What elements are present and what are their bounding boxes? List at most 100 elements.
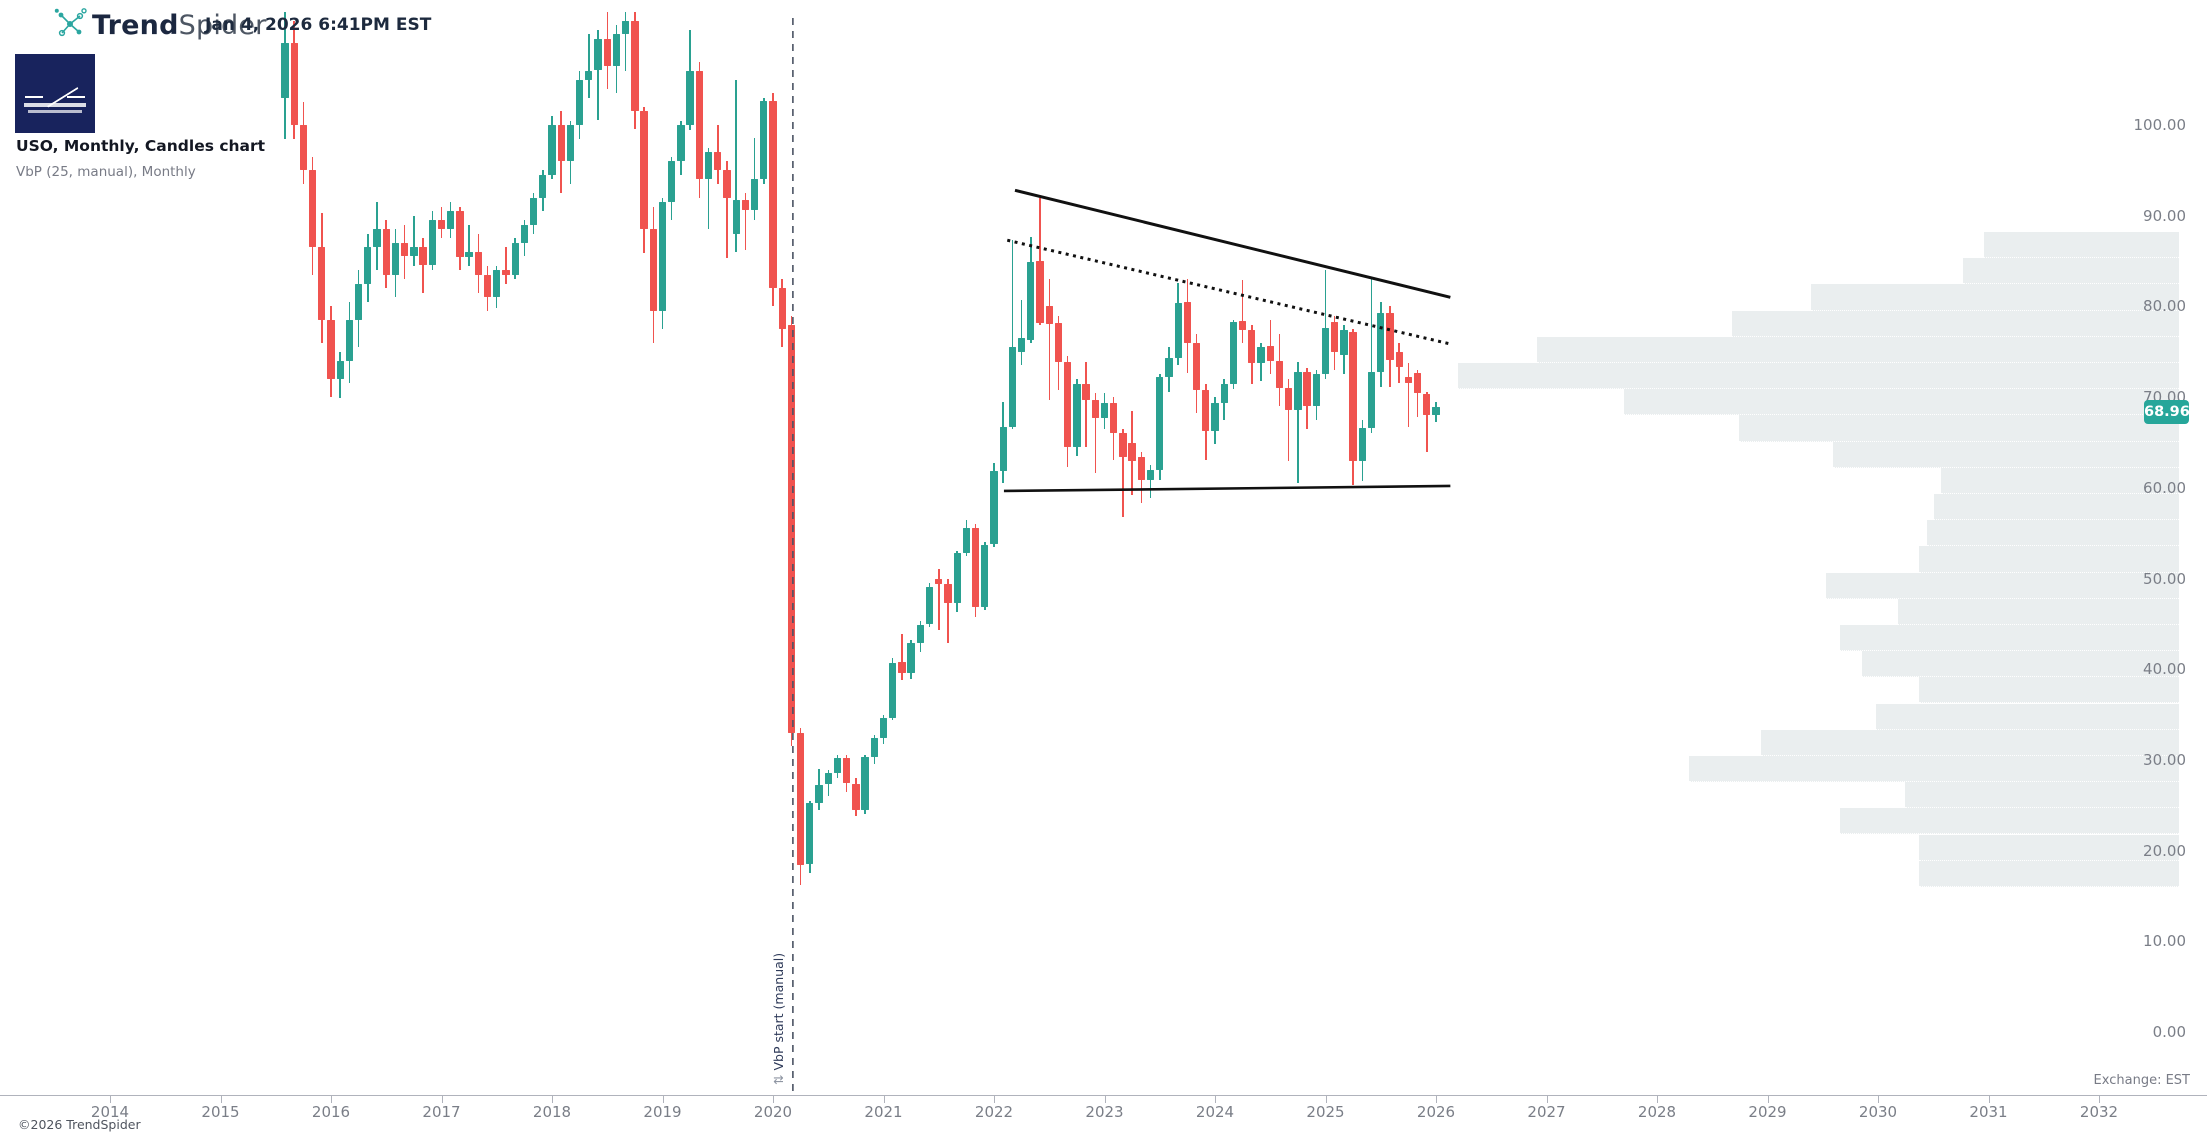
- candle[interactable]: [1027, 262, 1035, 340]
- candle[interactable]: [999, 427, 1007, 471]
- candle[interactable]: [410, 247, 418, 257]
- candle[interactable]: [1137, 457, 1145, 480]
- candle[interactable]: [1146, 469, 1155, 480]
- candle[interactable]: [843, 758, 851, 783]
- candle[interactable]: [1377, 312, 1385, 372]
- candle[interactable]: [796, 732, 805, 866]
- candle[interactable]: [1220, 384, 1228, 404]
- candle[interactable]: [373, 229, 381, 248]
- candle[interactable]: [1257, 347, 1265, 363]
- candle[interactable]: [511, 242, 519, 275]
- candle[interactable]: [612, 34, 621, 66]
- candle[interactable]: [1183, 301, 1192, 343]
- candle[interactable]: [391, 242, 400, 275]
- candle[interactable]: [640, 111, 648, 230]
- candle[interactable]: [1386, 312, 1394, 360]
- candle[interactable]: [824, 772, 832, 785]
- candle[interactable]: [981, 544, 989, 607]
- candle[interactable]: [327, 320, 335, 379]
- candle[interactable]: [778, 288, 786, 330]
- candle[interactable]: [833, 758, 842, 773]
- candle[interactable]: [944, 583, 952, 603]
- candle[interactable]: [1073, 383, 1081, 447]
- candle[interactable]: [529, 197, 538, 225]
- candle[interactable]: [336, 360, 344, 379]
- candle[interactable]: [879, 718, 888, 739]
- candle[interactable]: [1248, 330, 1256, 363]
- candle[interactable]: [1165, 358, 1173, 378]
- candle[interactable]: [649, 229, 657, 311]
- candle[interactable]: [483, 274, 492, 298]
- candle[interactable]: [916, 624, 924, 643]
- candle[interactable]: [419, 247, 427, 266]
- candle[interactable]: [935, 578, 943, 584]
- candle[interactable]: [401, 242, 409, 257]
- candle[interactable]: [732, 200, 740, 234]
- candle[interactable]: [1413, 372, 1422, 394]
- candle[interactable]: [889, 662, 897, 719]
- candle[interactable]: [704, 152, 713, 180]
- candle[interactable]: [1064, 361, 1072, 447]
- candle[interactable]: [1211, 403, 1219, 432]
- candle[interactable]: [760, 100, 768, 180]
- candle[interactable]: [953, 553, 961, 603]
- candle[interactable]: [1367, 371, 1376, 428]
- candle[interactable]: [1238, 320, 1247, 330]
- candle[interactable]: [1174, 302, 1182, 359]
- candle[interactable]: [1192, 342, 1201, 390]
- candle[interactable]: [1285, 388, 1293, 410]
- candle[interactable]: [566, 125, 575, 162]
- candle[interactable]: [686, 70, 694, 125]
- candle[interactable]: [1229, 321, 1238, 385]
- candle[interactable]: [548, 125, 556, 175]
- candle[interactable]: [769, 100, 777, 289]
- candle[interactable]: [750, 179, 759, 211]
- upper-trendline[interactable]: [1014, 188, 1451, 299]
- candle[interactable]: [318, 247, 326, 320]
- candle[interactable]: [299, 125, 308, 171]
- candle[interactable]: [437, 220, 446, 230]
- candle[interactable]: [493, 270, 501, 298]
- candle[interactable]: [1100, 403, 1109, 418]
- support-trendline[interactable]: [1003, 484, 1451, 493]
- candle[interactable]: [1119, 433, 1127, 457]
- candle[interactable]: [1432, 406, 1440, 416]
- candle[interactable]: [1202, 389, 1210, 432]
- candle[interactable]: [382, 229, 390, 275]
- indicator-label[interactable]: VbP (25, manual), Monthly: [16, 164, 196, 180]
- candle[interactable]: [741, 200, 750, 211]
- candle[interactable]: [622, 20, 630, 35]
- candle[interactable]: [1082, 383, 1090, 400]
- candle[interactable]: [1008, 347, 1017, 427]
- candle[interactable]: [1091, 399, 1099, 418]
- candle[interactable]: [585, 70, 593, 80]
- candle[interactable]: [1321, 328, 1330, 375]
- candle[interactable]: [474, 252, 482, 275]
- candle[interactable]: [815, 785, 823, 804]
- candle[interactable]: [456, 211, 464, 257]
- candle[interactable]: [557, 125, 565, 162]
- candle[interactable]: [520, 224, 529, 243]
- candle[interactable]: [695, 70, 703, 180]
- candle[interactable]: [1110, 403, 1118, 434]
- candle[interactable]: [364, 247, 372, 284]
- candle[interactable]: [1045, 306, 1053, 325]
- candle[interactable]: [1358, 427, 1366, 462]
- candle[interactable]: [447, 211, 455, 230]
- candle[interactable]: [594, 38, 602, 71]
- candle[interactable]: [1340, 330, 1348, 356]
- candle[interactable]: [1303, 371, 1311, 407]
- candle[interactable]: [354, 283, 363, 320]
- candle[interactable]: [1017, 338, 1026, 352]
- candle[interactable]: [852, 783, 860, 810]
- candle[interactable]: [990, 470, 998, 545]
- candle[interactable]: [907, 642, 915, 673]
- candle[interactable]: [428, 220, 436, 266]
- dotted-trendline[interactable]: [1006, 238, 1453, 346]
- candle[interactable]: [1404, 377, 1413, 384]
- candle[interactable]: [631, 20, 639, 112]
- candle[interactable]: [677, 125, 685, 162]
- candle[interactable]: [658, 202, 667, 311]
- candle[interactable]: [925, 586, 934, 624]
- candle[interactable]: [714, 152, 722, 171]
